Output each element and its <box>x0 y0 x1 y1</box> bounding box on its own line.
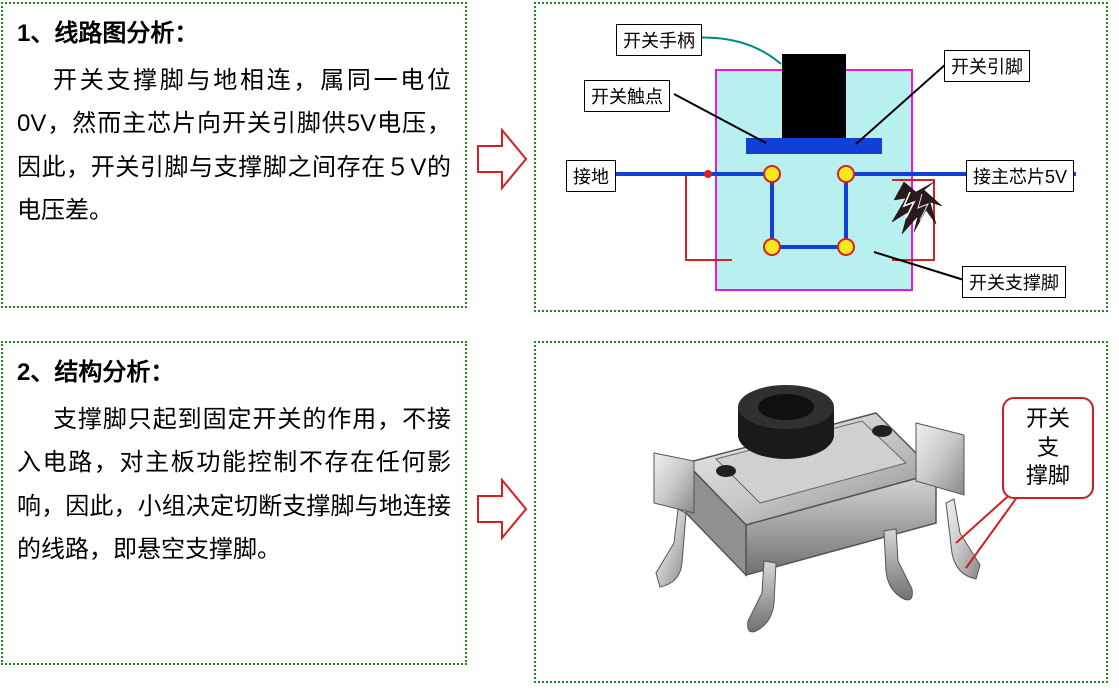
section2-body: 支撑脚只起到固定开关的作用，不接入电路，对主板功能控制不存在任何影响，因此，小组… <box>17 398 451 571</box>
section2-diagram-panel: 开关支撑脚 <box>534 341 1108 683</box>
section1-text-panel: 1、线路图分析： 开关支撑脚与地相连，属同一电位0V，然而主芯片向开关引脚供5V… <box>1 2 467 308</box>
label-contact: 开关触点 <box>584 80 670 112</box>
section1-diagram-panel: 开关手柄 开关引脚 开关触点 接地 接主芯片5V 开关支撑脚 <box>534 2 1108 312</box>
label-support: 开关支撑脚 <box>962 266 1066 298</box>
label-pin: 开关引脚 <box>944 50 1030 82</box>
section1-body: 开关支撑脚与地相连，属同一电位0V，然而主芯片向开关引脚供5V电压，因此，开关引… <box>17 59 451 232</box>
callout-support-leg: 开关支撑脚 <box>1002 397 1094 499</box>
arrow-right-1 <box>476 126 528 192</box>
section2-title: 2、结构分析： <box>17 351 451 394</box>
label-ground: 接地 <box>566 160 616 192</box>
label-handle: 开关手柄 <box>616 24 702 56</box>
section1-title: 1、线路图分析： <box>17 12 451 55</box>
arrow-right-2 <box>476 476 528 542</box>
section2-text-panel: 2、结构分析： 支撑脚只起到固定开关的作用，不接入电路，对主板功能控制不存在任何… <box>1 341 467 665</box>
label-chip5v: 接主芯片5V <box>966 160 1074 192</box>
